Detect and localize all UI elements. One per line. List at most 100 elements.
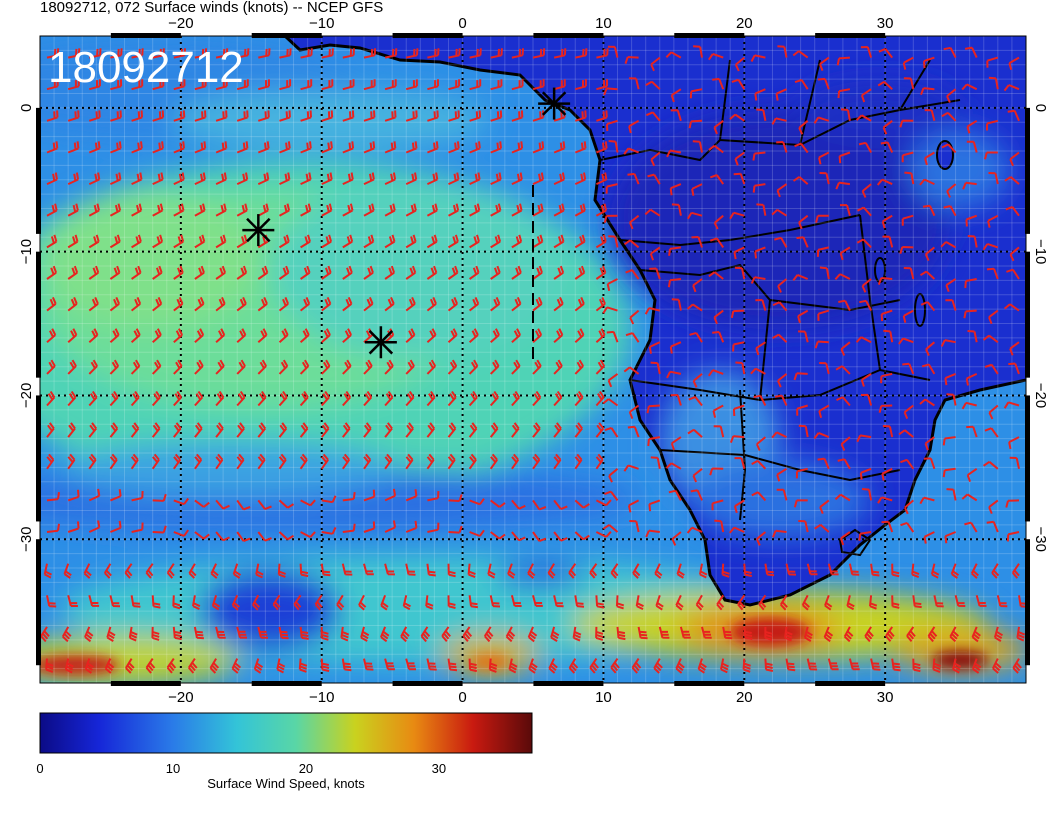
wind-barb [405, 110, 418, 122]
wind-barb [940, 339, 956, 347]
wind-barb [758, 594, 767, 611]
wind-barb [687, 428, 703, 438]
wind-barbs [40, 45, 1026, 674]
wind-barb [553, 531, 568, 542]
wind-barb [61, 626, 72, 643]
wind-barb [731, 78, 746, 90]
wind-barb [236, 48, 250, 59]
wind-barb [919, 496, 935, 505]
wind-barb [46, 523, 60, 533]
wind-barb [194, 110, 207, 122]
frame-tick [1025, 107, 1030, 234]
wind-barb [511, 453, 520, 470]
wind-barb [192, 595, 201, 611]
wind-barb [891, 658, 901, 672]
wind-barb [67, 521, 80, 533]
wind-barb [860, 88, 872, 103]
wind-barb [712, 77, 725, 90]
wind-barb [813, 116, 830, 124]
wind-barb [405, 328, 416, 343]
wind-barb [991, 563, 1000, 579]
wind-barb [923, 531, 935, 544]
wind-barb [816, 246, 830, 257]
wind-barb [320, 453, 329, 470]
map-title: 18092712, 072 Surface winds (knots) -- N… [40, 0, 383, 16]
wind-barb [756, 108, 767, 121]
wind-barb [603, 214, 618, 223]
wind-barb [173, 110, 186, 122]
wind-barb [986, 119, 999, 131]
lat-tick-label-left: −10 [18, 239, 35, 264]
wind-barb [426, 203, 438, 217]
wind-barb [384, 296, 395, 312]
wind-barb [194, 453, 203, 470]
wind-barb [211, 595, 221, 611]
wind-barb [902, 56, 914, 70]
wind-barb [574, 141, 587, 154]
lat-tick-label-right: −10 [1032, 239, 1049, 264]
wind-barb [173, 296, 184, 312]
wind-barb [721, 563, 730, 578]
wind-barb [880, 309, 893, 322]
wind-barb [384, 265, 396, 280]
wind-barb [986, 267, 999, 280]
wind-barb [469, 48, 482, 59]
wind-barb [173, 172, 185, 186]
wind-barb [67, 359, 77, 375]
wind-barb [756, 203, 767, 216]
wind-barb [982, 334, 999, 343]
wind-barb [152, 48, 165, 59]
wind-barb [468, 390, 478, 407]
wind-barb [489, 390, 499, 407]
wind-barb [610, 563, 619, 579]
wind-barb [110, 520, 122, 533]
wind-barb [210, 563, 219, 579]
right-lat-labels: 0 −10 −20 −30 [1032, 104, 1049, 552]
wind-barb [607, 45, 619, 58]
wind-barb [670, 436, 682, 451]
wind-barb [46, 296, 57, 312]
wind-barb [818, 151, 830, 165]
wind-barb [671, 531, 682, 546]
wind-barb [793, 372, 808, 381]
wind-barb [575, 79, 587, 91]
wind-barb [88, 234, 100, 249]
wind-barb [46, 595, 57, 608]
wind-barb [88, 203, 100, 217]
wind-barb [553, 141, 566, 154]
wind-barb [708, 144, 724, 154]
wind-barb [278, 422, 288, 438]
wind-barb [553, 203, 565, 217]
wind-barb [532, 265, 543, 280]
wind-barb [771, 117, 787, 125]
wind-barb [949, 626, 959, 643]
wind-barb [795, 467, 808, 479]
wind-barb [46, 492, 60, 502]
wind-barb [46, 234, 58, 249]
wind-barb [279, 141, 291, 154]
wind-barb [629, 309, 640, 325]
wind-barb [489, 595, 501, 608]
wind-barb [574, 203, 586, 217]
wind-barb [342, 523, 356, 533]
wind-barb [574, 297, 585, 312]
wind-barb [961, 493, 978, 502]
wind-barb [67, 422, 76, 438]
wind-barb [232, 563, 242, 579]
wind-barb [733, 499, 745, 514]
wind-barb [898, 337, 914, 345]
wind-barb [729, 526, 745, 534]
wind-barb [629, 520, 640, 533]
wind-barb [595, 203, 608, 217]
wind-barb [595, 531, 612, 538]
wind-barb [923, 457, 936, 470]
wind-barb [88, 110, 101, 122]
wind-barb [882, 120, 893, 135]
wind-barb [124, 563, 133, 579]
lon-tick-label-top: 30 [877, 15, 894, 32]
wind-barb [817, 309, 830, 321]
wind-barb [665, 51, 682, 59]
wind-barb [941, 143, 957, 154]
wind-barb [993, 626, 1004, 642]
wind-barb [46, 390, 56, 407]
